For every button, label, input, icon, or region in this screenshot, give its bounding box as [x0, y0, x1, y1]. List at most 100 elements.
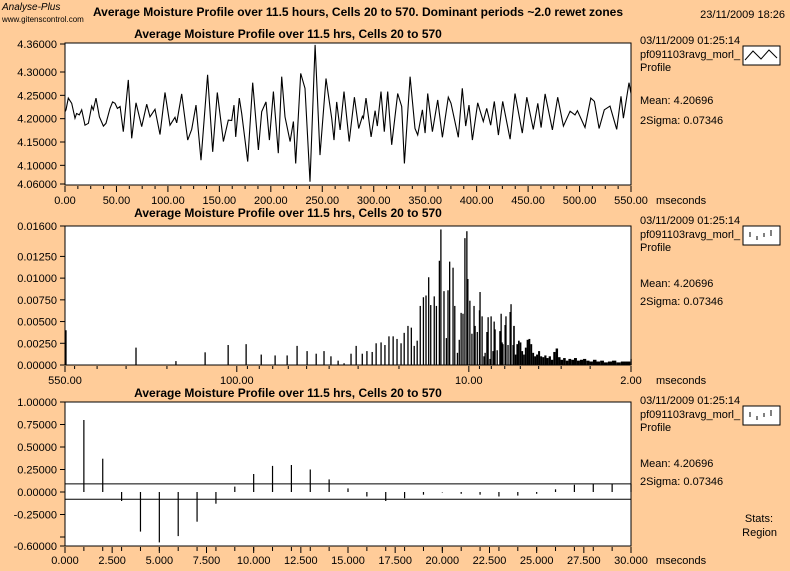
sigma-value: 2Sigma: 0.07346: [640, 296, 723, 308]
spectrum-bar: [413, 345, 415, 365]
spectrum-bar: [510, 304, 512, 365]
spectrum-bar: [380, 342, 382, 365]
spectrum-bar: [620, 361, 626, 365]
time-series-chart[interactable]: 4.36000 4.30000 4.25000 4.20000 4.15000 4.100…: [17, 39, 648, 207]
spectrum-bar: [550, 359, 554, 365]
y-tick-label: 4.20000: [17, 114, 57, 126]
x-tick-label: 550.00: [48, 375, 82, 387]
spectrum-bar: [519, 342, 522, 365]
spectrum-bar: [474, 325, 476, 365]
spectrum-bar: [296, 345, 298, 365]
spectrum-bar: [396, 338, 398, 365]
spectrum-bar: [526, 339, 529, 365]
y-tick-label: 0.00750: [17, 295, 57, 307]
x-unit-label: mseconds: [656, 375, 707, 387]
spectrum-bar: [361, 353, 363, 365]
spectrum-bar: [469, 300, 471, 365]
spectrum-bar: [65, 330, 67, 365]
spectrum-bar: [523, 354, 525, 365]
spectrum-bar: [560, 359, 564, 365]
spectrum-bar: [528, 338, 531, 365]
x-tick-label: 7.500: [193, 555, 221, 567]
spectrum-bar: [260, 354, 262, 365]
spectrum-bar: [589, 361, 593, 365]
stats-region-label: Region: [742, 527, 777, 539]
spectrum-bar: [514, 354, 517, 365]
spectrum-bar: [337, 360, 339, 365]
spectrum-bar: [486, 331, 488, 365]
y-tick-label: 4.36000: [17, 39, 57, 51]
y-tick-label: 0.01250: [17, 251, 57, 263]
brand-url: www.gitenscontrol.com: [1, 15, 84, 24]
y-tick-label: -0.25000: [14, 510, 57, 522]
x-unit-label: mseconds: [656, 195, 707, 207]
spectrum-chart[interactable]: 0.01600 0.01250 0.01000 0.00750 0.00500 0.002…: [17, 221, 641, 387]
x-tick-label: 0.00: [54, 195, 75, 207]
spectrum-bar: [496, 350, 498, 365]
spectrum-bar: [507, 345, 509, 365]
y-tick-label: 0.75000: [17, 420, 57, 432]
x-tick-label: 15.000: [331, 555, 365, 567]
spectrum-bar: [544, 355, 547, 365]
x-tick-label: 100.00: [151, 195, 185, 207]
spectrum-bar: [419, 305, 421, 365]
spectrum-bar: [410, 327, 412, 365]
plot-area: [64, 401, 632, 547]
spectrum-bar: [135, 347, 137, 365]
spectrum-bar: [493, 321, 495, 365]
x-tick-label: 5.000: [146, 555, 174, 567]
autocorrelation-chart[interactable]: 1.00000 0.75000 0.50000 0.25000 0.00000 -0.25…: [14, 397, 648, 567]
panel-date: 03/11/2009 01:25:14: [640, 395, 740, 407]
spectrum-bar: [315, 353, 317, 365]
spectrum-bar: [445, 338, 448, 365]
panel-date: 03/11/2009 01:25:14: [640, 35, 740, 47]
mean-value: Mean: 4.20696: [640, 278, 713, 290]
spectrum-bar: [521, 351, 524, 365]
series-name: pf091103ravg_morl_: [640, 409, 741, 421]
sigma-value: 2Sigma: 0.07346: [640, 115, 723, 127]
page-title: Average Moisture Profile over 11.5 hours…: [93, 5, 623, 19]
y-tick-label: 0.00250: [17, 338, 57, 350]
spectrum-bar: [603, 362, 608, 365]
plot-area: [64, 42, 632, 186]
spectrum-bar: [499, 331, 501, 365]
spectrum-bar: [555, 348, 559, 365]
series-sub: Profile: [640, 242, 671, 254]
spectrum-bar: [592, 359, 597, 365]
line-sample-icon[interactable]: [742, 45, 781, 66]
x-tick-label: 250.00: [305, 195, 339, 207]
spectrum-bar: [546, 358, 549, 365]
x-tick-label: 50.00: [103, 195, 131, 207]
spectrum-bar: [466, 231, 468, 365]
spectrum-bar: [245, 344, 247, 365]
spectrum-bar: [204, 352, 206, 365]
spectrum-bar: [616, 362, 621, 365]
spectrum-bar: [467, 278, 469, 365]
x-tick-label: 2.500: [98, 555, 126, 567]
spectrum-bar: [428, 277, 430, 365]
spectrum-bar: [371, 351, 373, 365]
bar-sample-icon[interactable]: [742, 405, 781, 426]
spectrum-bar: [464, 238, 466, 365]
series-name: pf091103ravg_morl_: [640, 49, 741, 61]
spectrum-bar: [476, 331, 478, 365]
y-tick-label: 4.10000: [17, 160, 57, 172]
bar-sample-icon[interactable]: [742, 225, 781, 246]
spectrum-bar: [286, 355, 288, 365]
spectrum-bar: [274, 355, 276, 365]
spectrum-bar: [384, 345, 386, 365]
spectrum-bar: [454, 305, 456, 365]
legend-panel-3: 03/11/2009 01:25:14 pf091103ravg_morl_ P…: [640, 395, 781, 539]
spectrum-bar: [449, 261, 451, 365]
spectrum-bar: [433, 296, 435, 365]
spectrum-bar: [534, 356, 537, 365]
y-tick-label: 4.06000: [17, 179, 57, 191]
x-tick-label: 2.00: [620, 375, 641, 387]
report-datetime: 23/11/2009 18:26: [700, 9, 785, 21]
x-tick-label: 100.00: [220, 375, 254, 387]
mean-value: Mean: 4.20696: [640, 95, 713, 107]
series-name: pf091103ravg_morl_: [640, 229, 741, 241]
spectrum-bar: [366, 351, 368, 365]
x-tick-label: 30.000: [614, 555, 648, 567]
